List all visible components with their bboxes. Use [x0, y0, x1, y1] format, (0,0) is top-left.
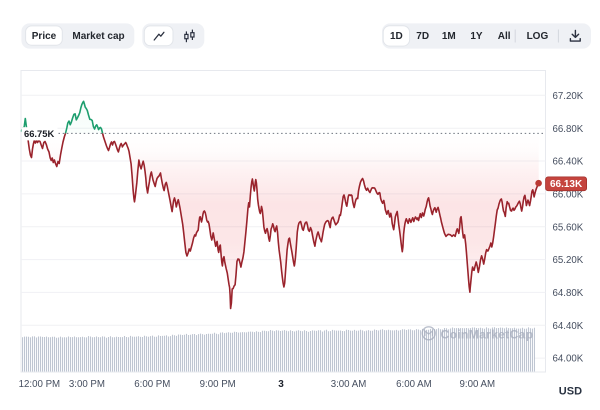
svg-text:66.00K: 66.00K — [553, 190, 584, 201]
svg-text:3:00 PM: 3:00 PM — [69, 379, 105, 390]
svg-text:66.80K: 66.80K — [553, 124, 584, 135]
svg-text:CoinMarketCap: CoinMarketCap — [441, 327, 534, 341]
svg-text:64.40K: 64.40K — [553, 321, 584, 332]
svg-text:64.00K: 64.00K — [553, 354, 584, 365]
svg-text:All: All — [498, 31, 511, 42]
svg-text:66.13K: 66.13K — [550, 179, 583, 190]
svg-text:Market cap: Market cap — [72, 31, 124, 42]
svg-text:Price: Price — [32, 31, 57, 42]
svg-text:1M: 1M — [442, 31, 456, 42]
svg-text:3: 3 — [278, 379, 284, 390]
svg-text:1Y: 1Y — [470, 31, 483, 42]
svg-text:66.40K: 66.40K — [553, 157, 584, 168]
svg-text:12:00 PM: 12:00 PM — [19, 379, 60, 390]
svg-text:66.75K: 66.75K — [24, 128, 54, 139]
svg-text:1D: 1D — [390, 31, 403, 42]
svg-text:9:00 AM: 9:00 AM — [460, 379, 496, 390]
svg-text:3:00 AM: 3:00 AM — [331, 379, 367, 390]
svg-text:9:00 PM: 9:00 PM — [200, 379, 236, 390]
svg-text:67.20K: 67.20K — [553, 91, 584, 102]
svg-text:USD: USD — [559, 386, 582, 398]
svg-text:7D: 7D — [416, 31, 429, 42]
svg-text:LOG: LOG — [527, 31, 549, 42]
svg-text:6:00 PM: 6:00 PM — [134, 379, 170, 390]
svg-text:65.20K: 65.20K — [553, 255, 584, 266]
svg-text:65.60K: 65.60K — [553, 222, 584, 233]
svg-text:6:00 AM: 6:00 AM — [396, 379, 432, 390]
svg-text:64.80K: 64.80K — [553, 288, 584, 299]
